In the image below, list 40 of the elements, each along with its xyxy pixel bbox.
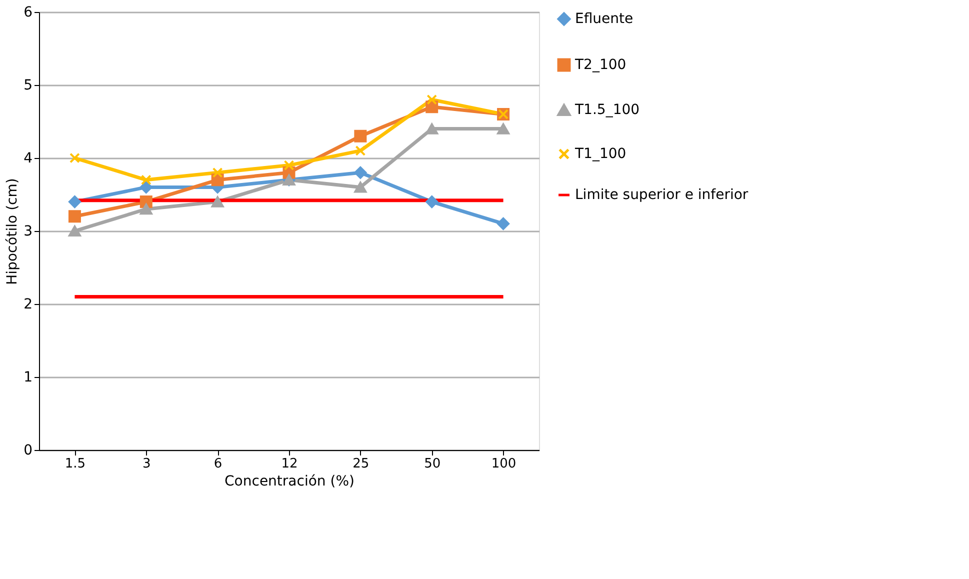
x-tick-label: 3 bbox=[142, 456, 151, 472]
point bbox=[68, 210, 81, 223]
x-tick-label: 12 bbox=[281, 456, 298, 472]
point bbox=[140, 180, 152, 194]
point bbox=[211, 196, 224, 208]
y-tick-label: 2 bbox=[24, 296, 32, 312]
point bbox=[426, 94, 438, 105]
point bbox=[354, 166, 367, 179]
y-tick-label: 1 bbox=[24, 370, 32, 386]
x-axis-title: Concentración (%) bbox=[224, 474, 354, 490]
point bbox=[497, 217, 510, 230]
point bbox=[426, 123, 438, 134]
point bbox=[68, 225, 81, 237]
point bbox=[140, 204, 152, 215]
point bbox=[355, 146, 366, 156]
x-tick-label: 25 bbox=[352, 456, 370, 472]
legend-label: T1.5_100 bbox=[574, 102, 640, 118]
legend-label: Efluente bbox=[575, 11, 634, 27]
y-tick-label: 4 bbox=[24, 150, 33, 166]
legend-label: Limite superior e inferior bbox=[575, 187, 748, 203]
point bbox=[284, 160, 294, 170]
legend-label: T2_100 bbox=[574, 57, 626, 73]
y-tick-label: 3 bbox=[24, 224, 32, 240]
point bbox=[426, 196, 438, 208]
y-tick-label: 0 bbox=[24, 442, 32, 458]
point bbox=[497, 123, 510, 134]
x-tick-label: 6 bbox=[214, 456, 222, 472]
point bbox=[68, 196, 81, 208]
point bbox=[212, 167, 223, 178]
y-tick-label: 5 bbox=[24, 78, 32, 94]
y-tick-label: 6 bbox=[24, 4, 33, 20]
point bbox=[354, 130, 367, 142]
x-tick-label: 50 bbox=[424, 456, 441, 472]
point bbox=[70, 152, 80, 164]
point bbox=[140, 174, 152, 186]
legend-label: T1_100 bbox=[574, 146, 626, 162]
point bbox=[354, 182, 367, 193]
y-axis-title: Hipocótilo (cm) bbox=[4, 178, 21, 285]
x-tick-label: 1.5 bbox=[64, 456, 86, 472]
x-tick-label: 100 bbox=[491, 456, 516, 472]
